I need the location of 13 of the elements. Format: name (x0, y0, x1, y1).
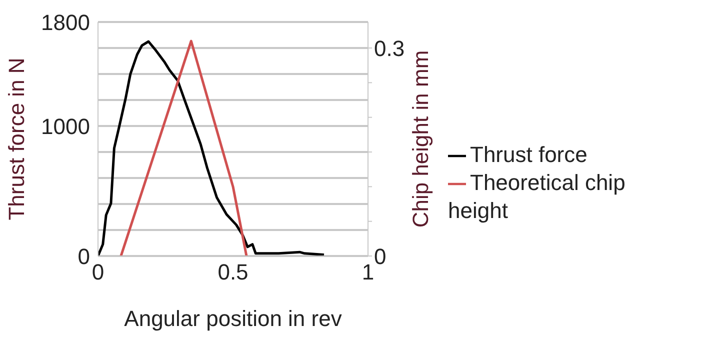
y-tick-label: 1000 (41, 114, 90, 139)
y-tick-label: 0 (78, 244, 90, 269)
x-tick-label: 1 (362, 260, 374, 285)
y2-tick-label: 0 (374, 244, 386, 269)
y-axis-title: Thrust force in N (4, 58, 29, 220)
x-tick-label: 0.5 (218, 260, 248, 285)
x-axis-title: Angular position in rev (124, 306, 342, 331)
legend-label: Thrust force (470, 142, 588, 167)
y-tick-label: 1800 (41, 10, 90, 35)
y2-axis-title: Chip height in mm (408, 50, 433, 228)
line-series (98, 40, 326, 256)
legend-label: Theoretical chip height (448, 170, 626, 223)
y2-tick-label: 0.3 (374, 36, 405, 61)
